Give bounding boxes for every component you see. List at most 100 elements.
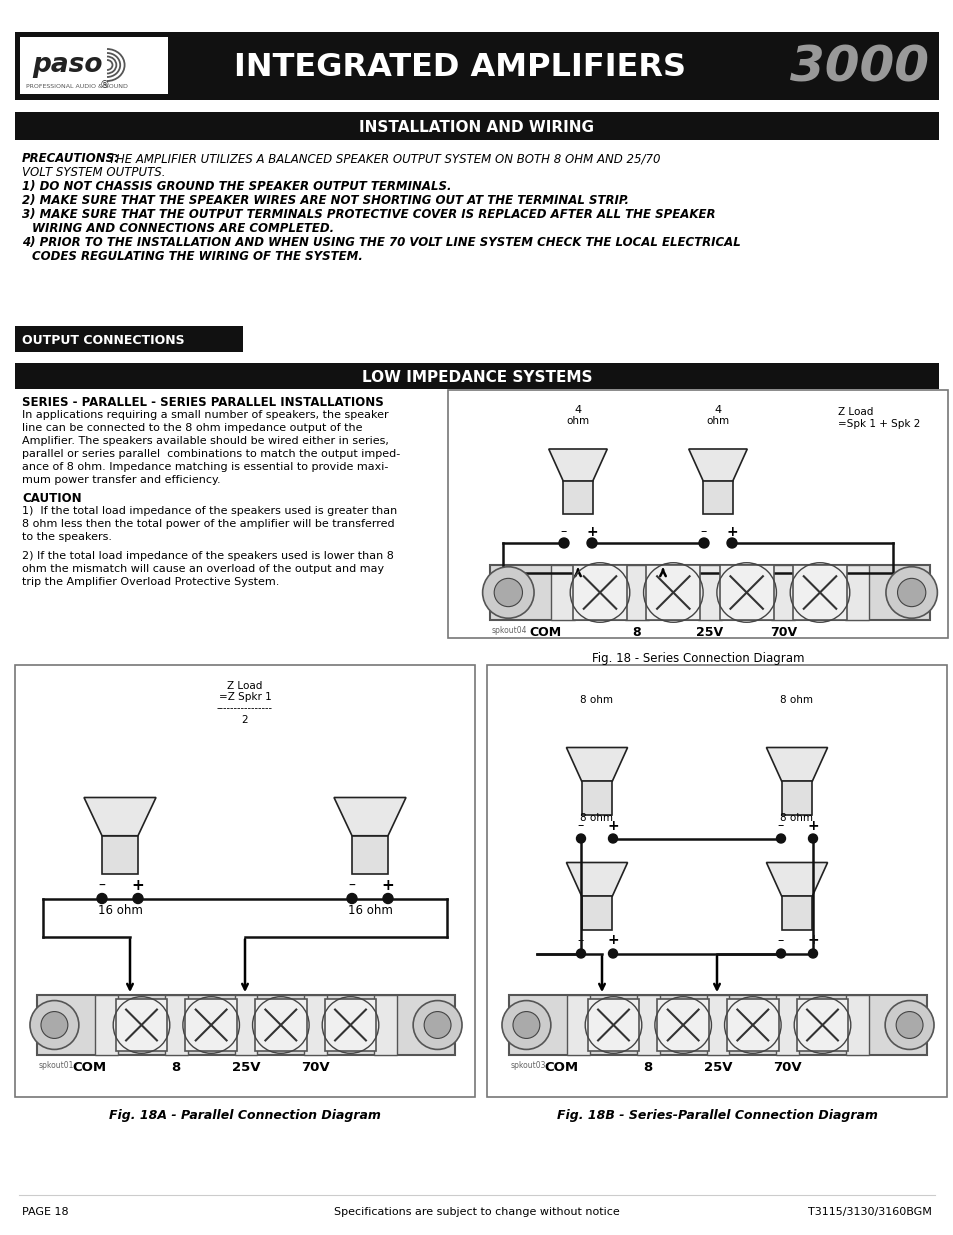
Bar (115, 999, 167, 1051)
Bar (551, 564, 575, 620)
Bar (448, 390, 947, 638)
Text: 8 ohm: 8 ohm (780, 813, 813, 823)
Text: THE AMPLIFIER UTILIZES A BALANCED SPEAKER OUTPUT SYSTEM ON BOTH 8 OHM AND 25/70: THE AMPLIFIER UTILIZES A BALANCED SPEAKE… (105, 152, 659, 165)
Circle shape (97, 893, 107, 904)
Text: 8 ohm: 8 ohm (579, 695, 613, 705)
Bar (352, 836, 388, 874)
Circle shape (347, 893, 356, 904)
Circle shape (776, 948, 784, 958)
Text: Fig. 18A - Parallel Connection Diagram: Fig. 18A - Parallel Connection Diagram (109, 1109, 380, 1123)
Circle shape (30, 1000, 79, 1050)
Bar (20, 37, 168, 94)
Bar (102, 836, 138, 874)
Circle shape (494, 578, 522, 606)
Text: +: + (132, 878, 144, 893)
Polygon shape (84, 798, 156, 836)
Text: +: + (585, 525, 598, 538)
Text: COM: COM (72, 1061, 106, 1074)
Circle shape (132, 893, 143, 904)
Text: –: – (98, 878, 106, 893)
Text: 8: 8 (172, 1061, 181, 1074)
Text: CODES REGULATING THE WIRING OF THE SYSTEM.: CODES REGULATING THE WIRING OF THE SYSTE… (32, 249, 362, 263)
Text: INSTALLATION AND WIRING: INSTALLATION AND WIRING (359, 120, 594, 135)
Circle shape (885, 567, 937, 619)
Text: CAUTION: CAUTION (22, 492, 82, 505)
Bar (304, 995, 327, 1055)
Text: +: + (725, 525, 737, 538)
Text: –: – (700, 526, 706, 538)
Polygon shape (688, 450, 746, 482)
Text: to the speakers.: to the speakers. (22, 532, 112, 542)
Circle shape (382, 893, 393, 904)
Text: ----------------: ---------------- (216, 703, 273, 713)
Text: 4: 4 (714, 405, 720, 415)
Circle shape (424, 1011, 451, 1039)
Text: SERIES - PARALLEL - SERIES PARALLEL INSTALLATIONS: SERIES - PARALLEL - SERIES PARALLEL INST… (22, 396, 383, 409)
Text: Fig. 18 - Series Connection Diagram: Fig. 18 - Series Connection Diagram (591, 652, 803, 664)
Text: =Spk 1 + Spk 2: =Spk 1 + Spk 2 (837, 419, 920, 429)
Bar (37, 995, 455, 1055)
Bar (587, 999, 639, 1051)
Bar (15, 326, 243, 352)
Bar (324, 999, 375, 1051)
Bar (637, 995, 659, 1055)
Bar (771, 564, 795, 620)
Circle shape (41, 1011, 68, 1039)
Text: VOLT SYSTEM OUTPUTS.: VOLT SYSTEM OUTPUTS. (22, 165, 165, 179)
Text: +: + (381, 878, 394, 893)
Text: PRECAUTIONS:: PRECAUTIONS: (22, 152, 120, 165)
Text: Z Load: Z Load (837, 408, 872, 417)
Text: 2) If the total load impedance of the speakers used is lower than 8: 2) If the total load impedance of the sp… (22, 551, 394, 561)
Bar (844, 564, 867, 620)
Bar (254, 999, 306, 1051)
Text: Fig. 18B - Series-Parallel Connection Diagram: Fig. 18B - Series-Parallel Connection Di… (556, 1109, 877, 1123)
Text: 16 ohm: 16 ohm (347, 904, 392, 918)
Text: 1) DO NOT CHASSIS GROUND THE SPEAKER OUTPUT TERMINALS.: 1) DO NOT CHASSIS GROUND THE SPEAKER OUT… (22, 180, 451, 193)
Text: spkout04: spkout04 (492, 626, 527, 635)
Text: COM: COM (528, 626, 560, 638)
Circle shape (726, 538, 737, 548)
Text: –: – (777, 934, 783, 947)
Text: 16 ohm: 16 ohm (97, 904, 142, 918)
Bar (581, 897, 612, 930)
Bar (726, 999, 778, 1051)
Circle shape (513, 1011, 539, 1039)
Polygon shape (548, 450, 607, 482)
Text: 2: 2 (241, 715, 248, 725)
Text: 8 ohm: 8 ohm (579, 813, 613, 823)
Text: 4: 4 (574, 405, 581, 415)
Text: LOW IMPEDANCE SYSTEMS: LOW IMPEDANCE SYSTEMS (361, 369, 592, 384)
Bar (781, 897, 811, 930)
Text: ance of 8 ohm. Impedance matching is essential to provide maxi-: ance of 8 ohm. Impedance matching is ess… (22, 462, 388, 472)
Text: ®: ® (100, 80, 110, 90)
Circle shape (576, 948, 585, 958)
Text: 70V: 70V (301, 1061, 330, 1074)
Text: –: – (348, 878, 355, 893)
Circle shape (501, 1000, 550, 1050)
Bar (845, 995, 867, 1055)
Circle shape (897, 578, 924, 606)
Text: spkout01: spkout01 (39, 1061, 74, 1070)
Text: mum power transfer and efficiency.: mum power transfer and efficiency. (22, 475, 220, 485)
Bar (792, 566, 846, 620)
Bar (776, 995, 798, 1055)
Text: =Z Spkr 1: =Z Spkr 1 (218, 692, 271, 701)
Bar (567, 995, 589, 1055)
Text: 8 ohm: 8 ohm (780, 695, 813, 705)
Circle shape (884, 1000, 933, 1050)
Polygon shape (765, 747, 827, 782)
Text: 25V: 25V (696, 626, 722, 638)
Polygon shape (334, 798, 406, 836)
Text: 3000: 3000 (790, 44, 928, 91)
Text: trip the Amplifier Overload Protective System.: trip the Amplifier Overload Protective S… (22, 577, 279, 587)
Circle shape (576, 834, 585, 844)
Bar (15, 112, 938, 140)
Bar (374, 995, 396, 1055)
Circle shape (807, 948, 817, 958)
Bar (486, 664, 946, 1097)
Text: +: + (806, 934, 818, 947)
Text: 8 ohm less then the total power of the amplifier will be transferred: 8 ohm less then the total power of the a… (22, 519, 395, 529)
Polygon shape (566, 862, 627, 897)
Text: spkout03: spkout03 (511, 1061, 546, 1070)
Circle shape (482, 567, 534, 619)
